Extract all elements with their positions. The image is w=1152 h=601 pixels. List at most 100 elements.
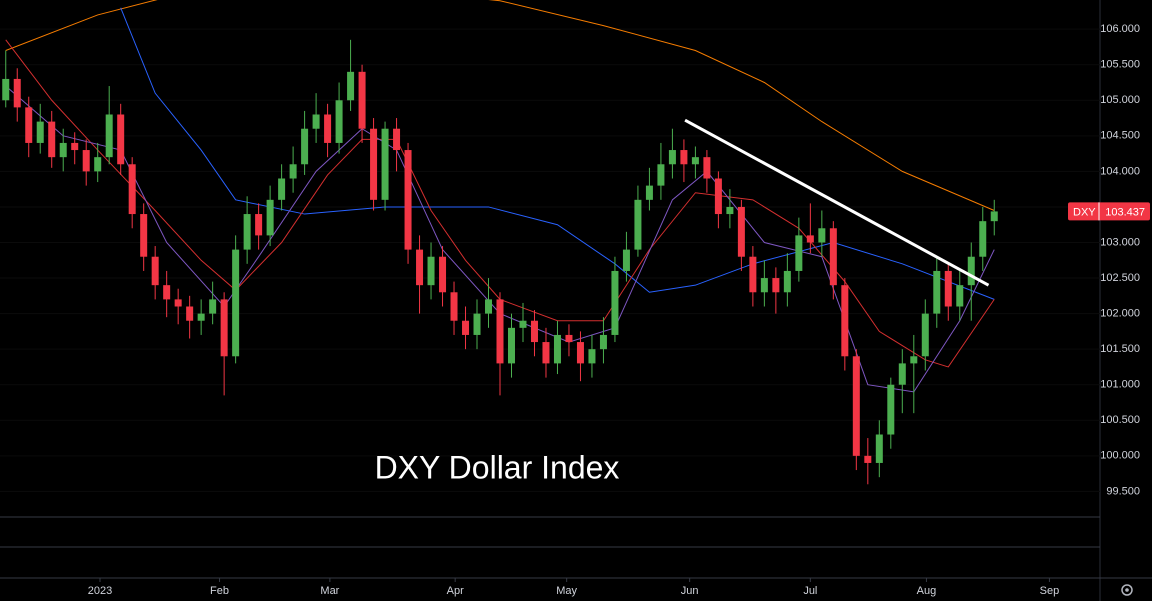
trendline [684, 118, 990, 287]
candle-body [530, 320, 538, 343]
candle-body [278, 178, 286, 200]
candle-body [485, 299, 493, 314]
candle-body [806, 235, 814, 243]
candle-body [864, 455, 872, 463]
candle-body [933, 270, 941, 314]
candle-body [783, 270, 791, 293]
candle-body [542, 342, 550, 364]
candle-body [358, 71, 366, 129]
candle-body [944, 270, 952, 307]
candle-body [496, 299, 504, 364]
candle-body [967, 256, 975, 286]
settings-icon[interactable] [1121, 584, 1133, 596]
candle-body [71, 142, 79, 151]
x-tick-label: 2023 [88, 585, 112, 597]
candle-body [622, 249, 630, 271]
x-tick-label: Sep [1040, 585, 1060, 597]
candle-body [565, 334, 573, 343]
candle-body [243, 214, 251, 250]
candle-body [266, 199, 274, 236]
candle-body [829, 228, 837, 286]
candle-body [703, 157, 711, 179]
x-tick-label: Mar [320, 585, 339, 597]
candle-body [186, 306, 194, 321]
candle-body [450, 292, 458, 321]
candle-body [760, 278, 768, 293]
candle-body [714, 178, 722, 215]
price-tag-symbol: DXY [1073, 206, 1096, 218]
candle-body [312, 114, 320, 129]
candle-body [772, 278, 780, 293]
candle-body [519, 320, 527, 328]
candle-body [841, 285, 849, 357]
candle-body [289, 164, 297, 179]
candle-body [887, 384, 895, 435]
candle-body [232, 249, 240, 357]
candle-body [117, 114, 125, 165]
candle-body [105, 114, 113, 158]
candle-body [255, 214, 263, 236]
moving-average [120, 7, 995, 300]
candle-body [301, 128, 309, 165]
candle-body [128, 164, 136, 215]
candle-body [82, 150, 90, 172]
candle-body [795, 235, 803, 271]
candle-body [818, 228, 826, 243]
candle-body [197, 313, 205, 321]
y-tick-label: 104.000 [1100, 165, 1140, 177]
candle-body [59, 142, 67, 158]
moving-average [5, 39, 995, 368]
candle-body [140, 214, 148, 257]
candle-body [393, 128, 401, 151]
settings-icon-center [1125, 588, 1129, 592]
candle-body [416, 249, 424, 286]
plot-area [0, 0, 1100, 492]
annotation: DXY Dollar Index [375, 449, 620, 485]
candle-body [726, 206, 734, 215]
candle-body [737, 206, 745, 257]
y-tick-label: 101.000 [1100, 379, 1140, 391]
candle-body [439, 256, 447, 293]
y-tick-label: 100.500 [1100, 414, 1140, 426]
candle-body [657, 164, 665, 186]
x-tick-label: Apr [447, 585, 464, 597]
candle-body [576, 342, 584, 364]
candle-body [427, 256, 435, 286]
candle-body [209, 299, 217, 314]
candle-body [588, 349, 596, 364]
x-tick-label: Aug [917, 585, 937, 597]
candle-body [898, 363, 906, 385]
candle-body [2, 78, 10, 101]
candle-body [473, 313, 481, 335]
x-tick-label: May [556, 585, 577, 597]
candle-body [979, 221, 987, 257]
y-tick-label: 104.500 [1100, 130, 1140, 142]
candle-body [668, 150, 676, 165]
candle-body [94, 157, 102, 172]
candle-body [381, 128, 389, 200]
y-tick-label: 105.500 [1100, 59, 1140, 71]
y-tick-label: 103.000 [1100, 236, 1140, 248]
candle-body [13, 78, 21, 108]
candle-body [691, 157, 699, 165]
candle-body [404, 150, 412, 250]
candle-body [151, 256, 159, 286]
y-tick-label: 105.000 [1100, 94, 1140, 106]
price-tag [1068, 202, 1150, 221]
candle-body [220, 299, 228, 357]
x-tick-label: Feb [210, 585, 229, 597]
y-tick-label: 106.000 [1100, 23, 1140, 35]
candle-body [48, 121, 56, 158]
candle-body [163, 285, 171, 300]
candle-body [921, 313, 929, 357]
candle-body [462, 320, 470, 335]
y-tick-label: 102.500 [1100, 272, 1140, 284]
candle-body [347, 71, 355, 101]
candle-body [990, 211, 998, 222]
moving-average [5, 0, 995, 211]
candle-body [324, 114, 332, 143]
candle-body [553, 334, 561, 364]
candle-body [335, 100, 343, 143]
